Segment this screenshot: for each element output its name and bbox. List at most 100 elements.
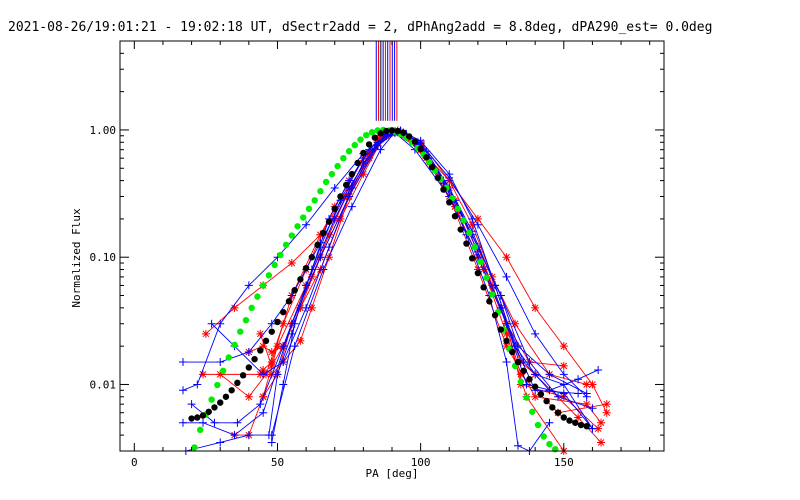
chart-title: 2021-08-26/19:01:21 - 19:02:18 UT, dSect…: [8, 20, 712, 35]
data-point: [287, 291, 296, 300]
data-point: [534, 421, 542, 429]
data-point: [280, 308, 287, 316]
data-point: [225, 354, 232, 361]
data-point: [265, 272, 273, 279]
data-point: [460, 217, 467, 224]
data-point: [234, 379, 241, 387]
data-point: [491, 312, 499, 319]
data-point: [287, 259, 296, 268]
vertical-markers: [375, 41, 398, 121]
x-tick-label: 0: [131, 456, 138, 469]
data-point: [522, 380, 531, 389]
data-point: [559, 389, 568, 398]
data-point: [307, 303, 316, 312]
data-point: [440, 186, 447, 193]
data-point: [549, 404, 556, 411]
data-point: [267, 361, 276, 370]
data-point: [322, 178, 330, 186]
x-axis-label: PA [deg]: [366, 467, 419, 480]
data-point: [347, 183, 356, 192]
data-point: [214, 381, 221, 389]
data-point: [468, 214, 477, 223]
data-point: [537, 390, 545, 398]
data-point: [244, 281, 253, 290]
data-point: [509, 348, 516, 356]
data-point: [434, 174, 442, 182]
data-point: [531, 303, 540, 312]
data-point: [574, 375, 583, 384]
data-point: [302, 220, 311, 229]
data-point: [302, 303, 311, 312]
data-point: [279, 380, 288, 389]
data-point: [178, 418, 187, 427]
data-point: [325, 218, 333, 225]
data-point: [473, 214, 482, 223]
data-point: [411, 138, 419, 145]
y-axis: 0.01 0.10 1.00: [90, 40, 664, 452]
data-point: [577, 421, 585, 429]
data-point: [208, 396, 215, 403]
data-point: [602, 408, 611, 417]
data-point: [216, 438, 225, 447]
data-point: [582, 392, 591, 401]
data-point: [574, 413, 583, 422]
data-point: [480, 284, 487, 291]
data-point: [559, 370, 568, 379]
data-point: [222, 393, 230, 400]
data-point: [259, 282, 267, 289]
data-series: [207, 128, 603, 395]
data-point: [331, 205, 338, 213]
data-point: [308, 254, 316, 261]
data-point: [228, 387, 235, 394]
data-point: [376, 145, 385, 154]
data-point: [239, 372, 247, 379]
data-series: [181, 128, 591, 455]
data-point: [254, 293, 261, 300]
data-point: [359, 170, 368, 179]
data-point: [503, 337, 510, 345]
data-point: [446, 199, 453, 206]
data-point: [529, 408, 536, 415]
data-point: [345, 176, 354, 185]
data-point: [216, 319, 225, 328]
data-point: [230, 431, 239, 440]
data-point: [588, 380, 597, 389]
data-series: [191, 126, 559, 453]
data-point: [351, 141, 358, 149]
x-tick-label: 100: [411, 456, 431, 469]
data-series: [267, 128, 554, 455]
data-point: [582, 400, 591, 409]
data-point: [594, 365, 603, 374]
data-point: [268, 328, 275, 335]
data-point: [489, 291, 496, 298]
data-point: [559, 342, 568, 351]
series-line: [205, 132, 608, 413]
data-point: [337, 193, 344, 200]
data-point: [417, 145, 424, 153]
data-point: [370, 144, 379, 153]
data-point: [244, 392, 253, 401]
data-point: [365, 141, 373, 148]
data-point: [486, 298, 493, 305]
data-point: [502, 253, 511, 262]
data-point: [545, 418, 554, 427]
data-point: [347, 202, 356, 211]
data-point: [468, 220, 477, 229]
data-point: [290, 342, 299, 351]
data-point: [257, 347, 264, 354]
data-point: [365, 149, 374, 158]
data-point: [285, 298, 293, 305]
data-point: [314, 241, 321, 249]
data-point: [514, 358, 522, 366]
data-point: [342, 181, 350, 189]
data-point: [588, 404, 597, 413]
data-point: [251, 355, 258, 363]
data-point: [297, 276, 304, 283]
data-point: [282, 241, 290, 249]
data-point: [345, 148, 353, 155]
data-point: [271, 261, 278, 269]
data-point: [316, 253, 325, 262]
data-point: [267, 347, 276, 356]
data-series: [178, 128, 597, 440]
